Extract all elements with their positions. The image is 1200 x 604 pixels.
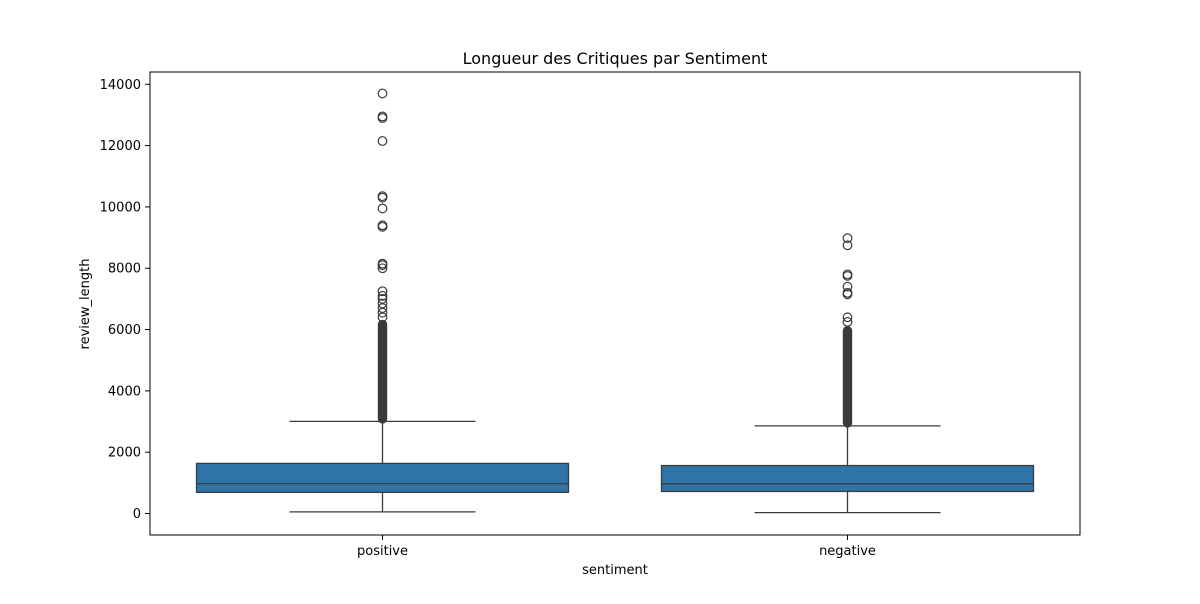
- x-axis-title: sentiment: [582, 563, 648, 578]
- outlier-point-negative: [842, 240, 853, 251]
- y-tick-label: 8000: [108, 262, 141, 277]
- x-tick-label: positive: [357, 544, 408, 559]
- y-tick-label: 14000: [100, 78, 141, 93]
- y-tick-label: 4000: [108, 384, 141, 399]
- outlier-point-positive: [377, 191, 388, 202]
- outlier-point-positive: [377, 294, 388, 304]
- box-positive: [195, 462, 570, 494]
- plot-area: 0 2000 4000 6000 8000 10000 12000 14000 positive…: [100, 71, 1081, 559]
- outlier-point-positive: [377, 290, 388, 301]
- y-tick-label: 2000: [108, 446, 141, 461]
- outlier-point-positive: [377, 136, 388, 146]
- y-tick-label: 10000: [100, 200, 141, 215]
- outlier-point-negative: [842, 269, 853, 280]
- x-tick-label: negative: [819, 544, 876, 559]
- outlier-point-negative: [842, 287, 853, 298]
- y-tick-label: 0: [133, 507, 141, 522]
- y-tick-label: 6000: [108, 323, 141, 338]
- outlier-cluster-negative: [842, 325, 853, 428]
- outlier-point-positive: [377, 298, 388, 309]
- outlier-point-positive: [377, 203, 388, 214]
- y-tick-label: 12000: [100, 139, 141, 154]
- outlier-point-negative: [842, 233, 853, 244]
- chart-title: Longueur des Critiques par Sentiment: [463, 49, 768, 68]
- outlier-point-positive: [377, 258, 388, 269]
- outlier-point-positive: [377, 263, 388, 274]
- outlier-point-positive: [377, 111, 388, 122]
- outlier-point-negative: [842, 316, 853, 327]
- outlier-point-negative: [842, 281, 853, 292]
- outlier-cluster-positive: [377, 319, 388, 424]
- box-negative: [660, 464, 1035, 493]
- outlier-point-positive: [377, 88, 388, 99]
- plot-frame: [149, 71, 1081, 536]
- outlier-point-negative: [842, 312, 853, 323]
- outlier-point-positive: [377, 220, 388, 231]
- outlier-point-positive: [377, 286, 388, 297]
- y-axis-title: review_length: [78, 259, 93, 350]
